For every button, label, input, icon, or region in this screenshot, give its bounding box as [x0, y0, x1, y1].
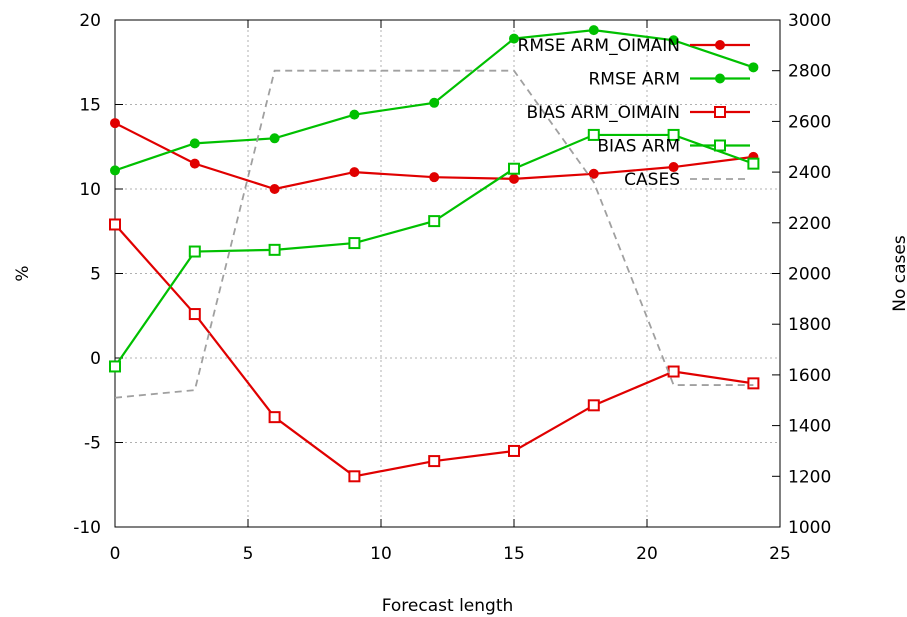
- data-point: [668, 35, 679, 46]
- y2-axis-title: No cases: [890, 235, 907, 312]
- y-axis-title: %: [13, 265, 33, 281]
- y-tick-label: 10: [79, 180, 101, 200]
- y2-tick-label: 2600: [788, 112, 831, 132]
- y-tick-label: -5: [84, 434, 101, 454]
- data-point: [109, 360, 121, 373]
- series-bias-arm: [109, 128, 760, 373]
- y2-tick-label: 1400: [788, 417, 831, 437]
- data-point: [667, 365, 680, 378]
- series-line: [114, 69, 754, 399]
- y-tick-label: 15: [79, 96, 101, 116]
- data-point: [269, 133, 280, 144]
- legend: RMSE ARM_OIMAIN RMSE ARM BIAS ARM_OIMAIN BI…: [518, 36, 750, 190]
- data-point: [587, 399, 600, 412]
- grid: [115, 20, 780, 527]
- legend-label: BIAS ARM: [597, 137, 680, 157]
- data-point: [428, 455, 441, 468]
- data-point: [714, 139, 726, 152]
- series-line: [114, 223, 754, 478]
- y-tick-label: -10: [73, 518, 101, 538]
- series-rmse-arm-oimain: [110, 118, 759, 194]
- data-point: [429, 97, 440, 108]
- y2-tick-label: 1800: [788, 315, 831, 335]
- series-rmse-arm: [110, 25, 759, 176]
- data-point: [109, 218, 121, 231]
- x-tick-label: 10: [370, 544, 392, 564]
- data-point: [189, 158, 200, 169]
- data-point: [588, 25, 599, 36]
- data-point: [508, 444, 520, 457]
- x-axis-title: Forecast length: [382, 596, 514, 616]
- y2-tick-label: 1000: [788, 518, 831, 538]
- axis-ticks: 0 5 10 15 20 25 -10 -5 0 5 10 15 20 1000 1200 1400 1600 1…: [73, 11, 831, 564]
- data-point: [668, 162, 679, 173]
- data-point: [349, 167, 360, 178]
- y-tick-label: 0: [90, 349, 101, 369]
- data-point: [268, 243, 281, 256]
- x-tick-label: 5: [243, 544, 254, 564]
- data-point: [508, 162, 520, 175]
- series-cases: [114, 69, 754, 399]
- data-point: [268, 411, 281, 424]
- x-tick-label: 15: [503, 544, 525, 564]
- legend-label: RMSE ARM: [588, 70, 680, 90]
- data-point: [110, 118, 120, 129]
- data-point: [509, 33, 519, 44]
- y2-tick-label: 1600: [788, 366, 831, 386]
- y2-tick-label: 2800: [788, 62, 831, 82]
- legend-item: RMSE ARM_OIMAIN: [518, 36, 750, 56]
- data-point: [429, 172, 440, 183]
- data-point: [714, 106, 726, 118]
- data-point: [588, 168, 599, 179]
- legend-item: BIAS ARM: [597, 137, 750, 157]
- y2-tick-label: 2000: [788, 265, 831, 285]
- data-point: [348, 470, 361, 483]
- data-point: [189, 138, 200, 149]
- y2-tick-label: 2200: [788, 214, 831, 234]
- y2-tick-label: 3000: [788, 11, 831, 31]
- data-point: [747, 157, 760, 170]
- data-point: [715, 73, 725, 84]
- data-point: [587, 128, 600, 141]
- legend-item: CASES: [624, 170, 750, 190]
- data-point: [747, 377, 760, 390]
- legend-label: CASES: [624, 170, 680, 190]
- data-point: [715, 40, 725, 50]
- data-point: [509, 173, 519, 184]
- data-point: [748, 62, 759, 73]
- series-bias-arm-oimain: [109, 218, 760, 483]
- series-layer: [109, 25, 760, 483]
- data-point: [667, 128, 680, 141]
- data-point: [349, 109, 360, 120]
- legend-label: RMSE ARM_OIMAIN: [518, 36, 680, 56]
- x-tick-label: 0: [110, 544, 121, 564]
- data-point: [269, 184, 280, 194]
- data-point: [188, 245, 201, 258]
- y2-tick-label: 1200: [788, 467, 831, 487]
- data-point: [348, 237, 361, 250]
- legend-item: RMSE ARM: [588, 70, 750, 90]
- data-point: [428, 215, 441, 228]
- legend-item: BIAS ARM_OIMAIN: [526, 103, 750, 123]
- legend-label: BIAS ARM_OIMAIN: [526, 103, 680, 123]
- data-point: [110, 165, 120, 176]
- y2-tick-label: 2400: [788, 163, 831, 183]
- x-tick-label: 20: [636, 544, 658, 564]
- y-tick-label: 5: [90, 265, 101, 285]
- y-tick-label: 20: [79, 11, 101, 31]
- x-tick-label: 25: [769, 544, 791, 564]
- data-point: [188, 308, 201, 321]
